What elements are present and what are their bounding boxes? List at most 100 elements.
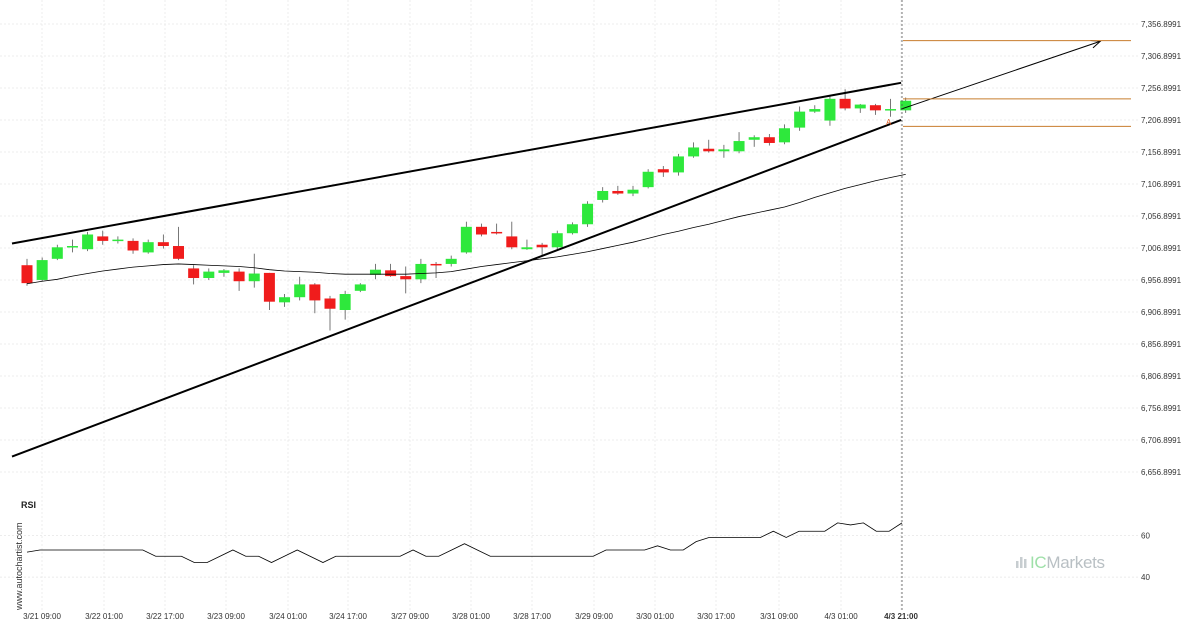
candle-body [688,147,700,157]
y-tick-label: 7,356.8991 [1141,20,1182,29]
candle [82,231,94,252]
candle [309,283,321,314]
candle-body [476,226,487,235]
candle [566,222,578,235]
candle [400,266,412,294]
rsi-line [26,522,903,563]
candle-body [824,98,836,121]
autochartist-watermark: www.autochartist.com [14,522,24,611]
y-tick-label: 6,656.8991 [1141,468,1182,477]
candle-body [66,246,78,248]
candle-body [445,258,457,264]
x-tick-label: 3/27 09:00 [391,612,429,621]
candle [385,263,397,277]
candle-body [566,224,578,234]
candle [97,230,109,245]
candle-body [127,240,139,251]
candle-body [551,233,563,248]
y-tick-label: 7,256.8991 [1141,84,1182,93]
candle-body [21,265,33,284]
candle-body [188,268,200,279]
rsi-panel: 60 40 [26,522,1150,582]
time-axis: 3/21 09:00 3/22 01:00 3/22 17:00 3/23 09:00… [23,612,918,621]
candle-body [233,271,245,282]
candle [900,97,912,113]
grid-lines [0,0,1140,612]
y-tick-label: 6,956.8991 [1141,276,1182,285]
candle-body [173,246,184,259]
candle-body [36,260,48,280]
candle [460,221,472,254]
candle-body [157,242,169,247]
candle [203,268,215,280]
y-tick-label: 6,706.8991 [1141,436,1182,445]
price-axis: 7,356.8991 7,306.8991 7,256.8991 7,206.8991… [1141,20,1182,477]
candle [248,253,260,288]
candle [672,153,684,176]
x-tick-label: 3/22 01:00 [85,612,123,621]
candle-body [203,271,215,279]
y-tick-label: 6,906.8991 [1141,308,1182,317]
target-arrow-line [900,40,1101,110]
candle [173,226,184,261]
candle [612,185,624,195]
candle-body [294,284,306,298]
candle-body [627,189,639,194]
candle [703,139,715,153]
candle [521,239,533,250]
candle [854,103,866,113]
candle-body [491,231,503,234]
y-tick-label: 7,106.8991 [1141,180,1182,189]
candle [188,265,200,285]
candle [869,103,881,115]
candle [157,234,169,249]
candle-body [794,111,806,128]
candle-body [51,247,63,259]
candle [294,276,306,301]
x-tick-label: 3/23 09:00 [207,612,245,621]
x-tick-label: 3/29 09:00 [575,612,613,621]
candle [263,272,275,311]
candle [551,230,563,250]
channel-lower-line [11,119,902,458]
x-tick-label: 3/24 01:00 [269,612,307,621]
brand-text: ICMarkets [1030,553,1105,572]
candle [324,295,336,331]
candle [748,135,760,147]
candle-body [839,98,851,109]
moving-average-line [26,173,906,285]
candle-body [748,137,760,140]
candle [354,283,366,293]
pattern-point-label: A [886,118,892,127]
candle-body [582,203,594,225]
candle [794,106,806,131]
rsi-tick-label: 40 [1141,573,1150,582]
candle-body [415,263,427,280]
candle-body [612,190,624,194]
channel-upper-line [11,81,902,245]
candle-body [400,276,412,280]
x-tick-label: 3/22 17:00 [146,612,184,621]
candle-body [854,104,866,109]
candle [430,262,442,279]
rsi-grid-lines [0,535,1140,578]
candle-body [263,272,275,302]
rsi-tick-label: 60 [1141,531,1150,540]
candle-body [900,100,912,111]
candle [142,239,154,254]
candle [597,187,609,203]
y-tick-label: 6,806.8991 [1141,372,1182,381]
candle-body [506,236,518,248]
price-levels [900,39,1131,127]
candle-body [112,239,124,242]
candle-body [248,273,260,282]
candle [445,255,457,267]
x-tick-label: 3/30 01:00 [636,612,674,621]
candle-body [642,171,654,188]
y-tick-label: 7,206.8991 [1141,116,1182,125]
candle [506,221,518,250]
candle [21,258,33,286]
candle-body [763,137,775,143]
candle [718,144,730,158]
candle-body [809,109,821,112]
